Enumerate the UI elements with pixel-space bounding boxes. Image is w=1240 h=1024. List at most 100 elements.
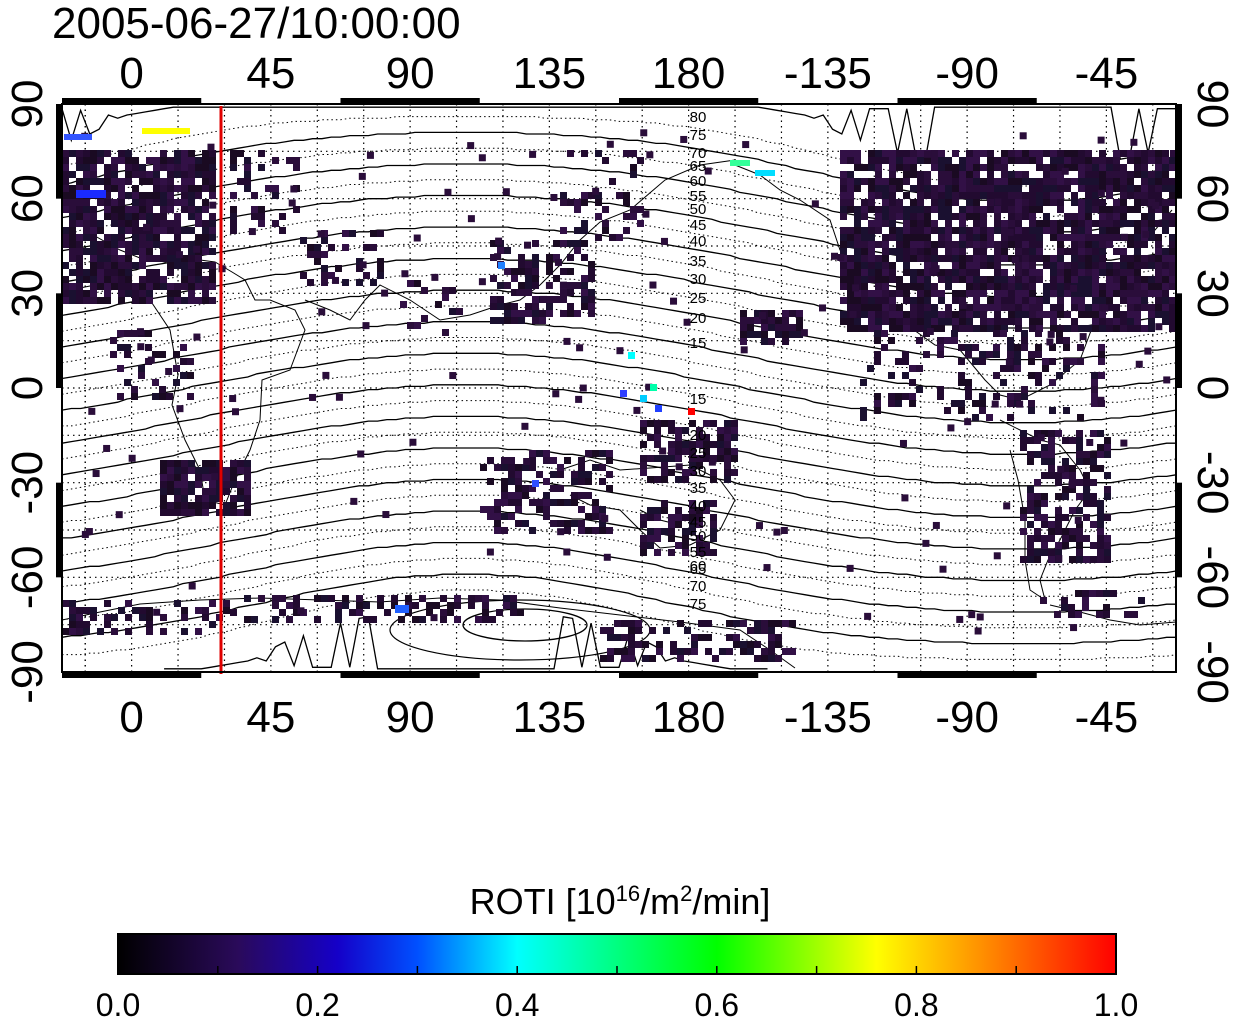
roti-cell <box>258 150 265 157</box>
roti-cell <box>490 240 497 247</box>
roti-cell <box>209 171 216 178</box>
roti-cell <box>146 621 153 628</box>
roti-cell <box>1001 318 1008 325</box>
roti-cell <box>69 234 76 241</box>
roti-cell <box>640 129 648 137</box>
roti-cell <box>1008 206 1015 213</box>
roti-cell <box>419 595 426 602</box>
roti-cell <box>494 520 501 527</box>
roti-cell <box>1104 493 1111 500</box>
roti-cell <box>1062 437 1069 444</box>
roti-cell <box>1006 228 1014 236</box>
roti-cell <box>132 185 139 192</box>
roti-cell <box>1015 248 1022 255</box>
roti-cell <box>90 206 97 213</box>
roti-cell <box>623 199 630 206</box>
roti-cell <box>903 269 910 276</box>
roti-cell <box>97 269 104 276</box>
roti-cell <box>1029 157 1036 164</box>
roti-cell <box>167 206 174 213</box>
roti-cell <box>1000 330 1007 337</box>
roti-cell <box>1029 248 1036 255</box>
roti-cell <box>938 311 945 318</box>
roti-cell <box>910 227 917 234</box>
roti-cell <box>661 476 668 483</box>
roti-cell <box>642 641 649 648</box>
roti-cell <box>188 262 195 269</box>
roti-cell <box>181 178 188 185</box>
roti-cell <box>1113 171 1120 178</box>
roti-cell <box>237 150 244 157</box>
roti-cell <box>529 450 536 457</box>
roti-cell <box>1015 185 1022 192</box>
roti-cell <box>926 327 934 335</box>
roti-cell <box>889 206 896 213</box>
roti-cell <box>1169 220 1176 227</box>
roti-cell <box>1022 290 1029 297</box>
roti-cell <box>160 241 167 248</box>
roti-cell <box>868 297 875 304</box>
roti-cell <box>896 290 903 297</box>
roti-cell <box>69 607 76 614</box>
roti-cell <box>525 275 532 282</box>
roti-cell <box>90 171 97 178</box>
roti-cell <box>861 276 868 283</box>
roti-cell <box>244 164 251 171</box>
roti-cell <box>1043 220 1050 227</box>
roti-cell <box>1021 337 1028 344</box>
roti-cell <box>111 164 118 171</box>
roti-cell <box>637 157 644 164</box>
roti-cell <box>938 164 945 171</box>
roti-cell <box>1047 330 1055 338</box>
roti-cell <box>755 522 763 530</box>
roti-cell <box>1148 178 1155 185</box>
coastline <box>559 459 736 549</box>
roti-cell <box>931 206 938 213</box>
roti-cell <box>1099 185 1106 192</box>
roti-cell <box>768 634 775 641</box>
roti-cell <box>1113 185 1120 192</box>
roti-cell <box>938 318 945 325</box>
roti-cell <box>552 390 560 398</box>
roti-cell <box>661 507 668 514</box>
roti-cell <box>1092 185 1099 192</box>
roti-cell <box>1041 535 1048 542</box>
roti-cell <box>854 318 861 325</box>
roti-cell <box>959 269 966 276</box>
contour-line <box>62 352 1176 424</box>
contour-label: 30 <box>690 271 707 288</box>
roti-cell <box>1104 514 1111 521</box>
roti-cell <box>1085 185 1092 192</box>
roti-cell <box>1043 290 1050 297</box>
roti-cell <box>1064 157 1071 164</box>
roti-cell <box>501 513 508 520</box>
roti-cell <box>958 358 965 365</box>
roti-cell <box>104 192 111 199</box>
roti-cell <box>938 192 945 199</box>
roti-cell <box>758 312 766 320</box>
roti-cell <box>195 164 202 171</box>
roti-cell <box>560 227 567 234</box>
roti-cell <box>532 268 539 275</box>
roti-cell <box>497 296 504 303</box>
roti-cell <box>515 506 522 513</box>
roti-cell <box>147 356 155 364</box>
roti-cell <box>1064 290 1071 297</box>
roti-cell <box>682 542 689 549</box>
roti-cell <box>889 262 896 269</box>
roti-cell <box>740 324 747 331</box>
roti-cell <box>642 655 649 662</box>
roti-cell <box>945 192 952 199</box>
roti-cell <box>994 318 1001 325</box>
roti-cell <box>195 171 202 178</box>
roti-cell <box>1057 178 1064 185</box>
roti-cell <box>173 379 180 386</box>
roti-cell <box>532 296 539 303</box>
roti-cell <box>125 600 132 607</box>
roti-cell <box>571 499 578 506</box>
roti-cell <box>314 258 321 265</box>
roti-cell <box>888 372 895 379</box>
contour-label: 70 <box>690 145 707 162</box>
roti-cell <box>62 164 69 171</box>
roti-cell <box>1162 311 1169 318</box>
